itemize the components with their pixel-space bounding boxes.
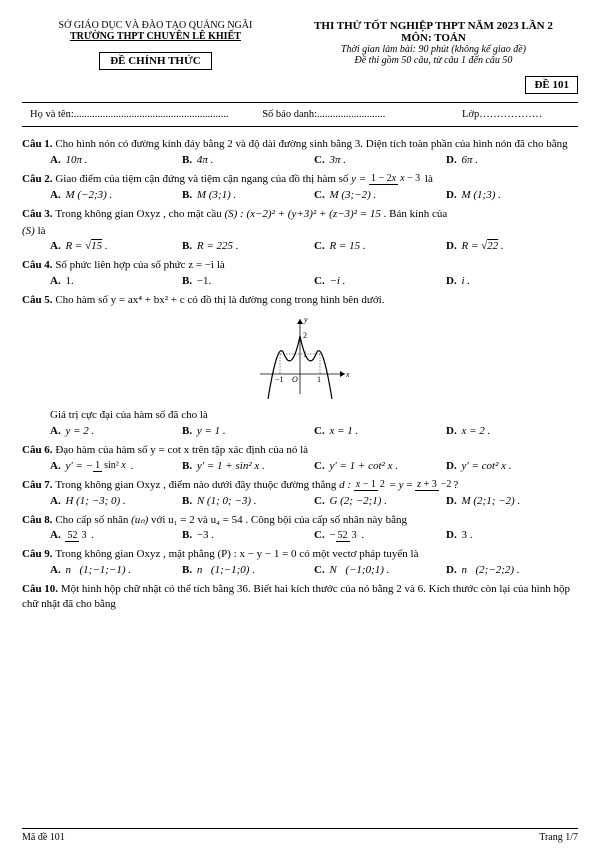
question-2: Câu 2. Giao điểm của tiệm cận đứng và ti… — [22, 172, 578, 187]
question-8: Câu 8. Cho cấp số nhân (uₙ) với u₁ = 2 v… — [22, 513, 578, 528]
candidate-info: Họ và tên:..............................… — [22, 102, 578, 127]
svg-text:O: O — [292, 375, 298, 384]
exam-time: Thời gian làm bài: 90 phút (không kể gia… — [289, 44, 578, 55]
header-left: SỞ GIÁO DỤC VÀ ĐÀO TẠO QUẢNG NGÃI TRƯỜNG… — [22, 20, 289, 70]
q4-options: A. 1. B. −1. C. −i . D. i . — [50, 275, 578, 287]
q2-options: A. M (−2;3) . B. M (3;1) . C. M (3;−2) .… — [50, 189, 578, 201]
exam-count: Đề thi gồm 50 câu, từ câu 1 đến câu 50 — [289, 55, 578, 66]
footer-code: Mã đề 101 — [22, 832, 65, 843]
class-field: Lớp……………… — [462, 109, 570, 120]
page-footer: Mã đề 101 Trang 1/7 — [22, 828, 578, 843]
header-right: THI THỬ TỐT NGHIỆP THPT NĂM 2023 LẦN 2 M… — [289, 20, 578, 70]
q3-options: A. R = √15 . B. R = 225 . C. R = 15 . D.… — [50, 240, 578, 252]
question-7: Câu 7. Trong không gian Oxyz , điểm nào … — [22, 478, 578, 493]
exam-header: SỞ GIÁO DỤC VÀ ĐÀO TẠO QUẢNG NGÃI TRƯỜNG… — [22, 20, 578, 70]
department: SỞ GIÁO DỤC VÀ ĐÀO TẠO QUẢNG NGÃI — [22, 20, 289, 31]
exam-subject: MÔN: TOÁN — [289, 32, 578, 44]
svg-text:−1: −1 — [275, 375, 284, 384]
exam-code: ĐỀ 101 — [525, 76, 578, 94]
question-9: Câu 9. Trong không gian Oxyz , mặt phẳng… — [22, 547, 578, 562]
svg-text:1: 1 — [317, 375, 321, 384]
question-6: Câu 6. Đạo hàm của hàm số y = cot x trên… — [22, 443, 578, 458]
question-10: Câu 10. Một hình hộp chữ nhật có thể tíc… — [22, 582, 578, 612]
question-5: Câu 5. Cho hàm số y = ax⁴ + bx² + c có đ… — [22, 293, 578, 308]
q6-options: A. y′ = −1sin² x . B. y′ = 1 + sin² x . … — [50, 460, 578, 472]
q7-options: A. H (1; −3; 0) . B. N (1; 0; −3) . C. G… — [50, 495, 578, 507]
question-4: Câu 4. Số phức liên hợp của số phức z = … — [22, 258, 578, 273]
q8-options: A. 523 . B. −3 . C. −523 . D. 3 . — [50, 529, 578, 541]
official-box: ĐỀ CHÍNH THỨC — [99, 52, 211, 70]
footer-page: Trang 1/7 — [539, 832, 578, 843]
question-1: Câu 1. Cho hình nón có đường kính đáy bằ… — [22, 137, 578, 152]
q5-graph: x y O 2 1 −1 1 — [22, 314, 578, 402]
code-box-wrap: ĐỀ 101 — [22, 76, 578, 94]
school-name: TRƯỜNG THPT CHUYÊN LÊ KHIẾT — [22, 31, 289, 42]
svg-text:y: y — [303, 315, 308, 324]
q9-options: A. n⃗(1;−1;−1) . B. n⃗(1;−1;0) . C. N⃗(−… — [50, 564, 578, 576]
question-3: Câu 3. Trong không gian Oxyz , cho mặt c… — [22, 207, 578, 222]
name-field: Họ và tên:..............................… — [30, 109, 262, 120]
sbd-field: Số báo danh:.......................... — [262, 109, 462, 120]
q1-options: A. 10π . B. 4π . C. 3π . D. 6π . — [50, 154, 578, 166]
svg-text:2: 2 — [303, 331, 307, 340]
question-5b: Giá trị cực đại của hàm số đã cho là — [50, 408, 578, 423]
q5-options: A. y = 2 . B. y = 1 . C. x = 1 . D. x = … — [50, 425, 578, 437]
svg-text:x: x — [345, 370, 350, 379]
exam-title: THI THỬ TỐT NGHIỆP THPT NĂM 2023 LẦN 2 — [289, 20, 578, 32]
question-3b: (S) là — [22, 224, 578, 239]
